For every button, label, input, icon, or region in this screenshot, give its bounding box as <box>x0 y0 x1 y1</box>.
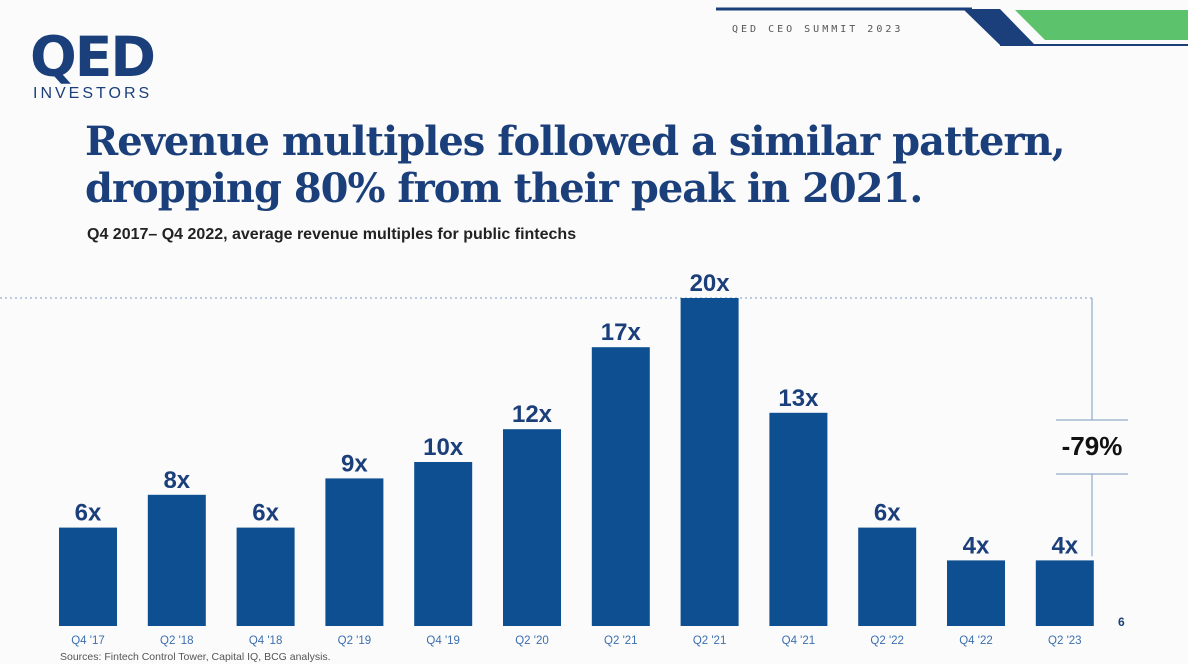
bar-10 <box>947 560 1005 626</box>
logo-wordmark: QED <box>30 25 156 89</box>
data-label-1: 8x <box>163 467 190 494</box>
category-label-3: Q2 '19 <box>338 635 372 647</box>
category-label-2: Q4 '18 <box>249 635 283 647</box>
data-label-5: 12x <box>512 401 553 428</box>
bar-8 <box>769 412 828 626</box>
category-label-7: Q2 '21 <box>693 635 727 647</box>
logo-subtext: INVESTORS <box>33 85 153 102</box>
data-label-4: 10x <box>423 434 464 461</box>
decline-annotation: -79% <box>1062 431 1123 461</box>
header-band <box>716 7 1188 46</box>
header-green-shape <box>1015 10 1188 40</box>
bar-5 <box>503 429 561 626</box>
data-label-8: 13x <box>778 385 819 412</box>
bar-9 <box>858 527 917 626</box>
data-label-6: 17x <box>601 319 642 346</box>
bar-4 <box>414 462 473 626</box>
data-label-10: 4x <box>963 532 990 559</box>
bar-3 <box>325 478 384 626</box>
slide-title: Revenue multiples followed a similar pat… <box>85 118 1095 212</box>
event-name: QED CEO SUMMIT 2023 <box>732 24 904 35</box>
slide-title-text: Revenue multiples followed a similar pat… <box>85 118 1066 212</box>
header-navy-shape <box>963 9 1035 45</box>
data-label-3: 9x <box>341 450 368 477</box>
category-label-8: Q4 '21 <box>782 635 816 647</box>
bar-6 <box>591 347 650 626</box>
category-label-4: Q4 '19 <box>426 635 460 647</box>
page-number: 6 <box>1118 615 1125 629</box>
data-label-9: 6x <box>874 500 901 527</box>
bar-7 <box>680 298 739 626</box>
data-label-11: 4x <box>1051 532 1078 559</box>
data-label-0: 6x <box>75 500 102 527</box>
chart-subtitle: Q4 2017– Q4 2022, average revenue multip… <box>87 226 577 243</box>
bar-2 <box>236 527 295 626</box>
qed-investors-logo: QED INVESTORS <box>30 25 156 103</box>
bar-0 <box>59 527 117 626</box>
category-label-9: Q2 '22 <box>870 635 904 647</box>
data-label-7: 20x <box>690 270 731 297</box>
revenue-multiples-chart: -79% 6x Q4 '17 8x Q2 '18 6x Q4 '18 9x Q2 '19 10x Q… <box>0 270 1128 647</box>
source-note: Sources: Fintech Control Tower, Capital … <box>60 651 331 663</box>
category-label-10: Q4 '22 <box>959 635 993 647</box>
bar-11 <box>1035 560 1094 626</box>
category-label-11: Q2 '23 <box>1048 635 1082 647</box>
category-label-6: Q2 '21 <box>604 635 638 647</box>
data-label-2: 6x <box>252 500 279 527</box>
category-label-1: Q2 '18 <box>160 635 194 647</box>
bar-1 <box>147 494 206 626</box>
category-label-0: Q4 '17 <box>71 635 105 647</box>
category-label-5: Q2 '20 <box>515 635 549 647</box>
